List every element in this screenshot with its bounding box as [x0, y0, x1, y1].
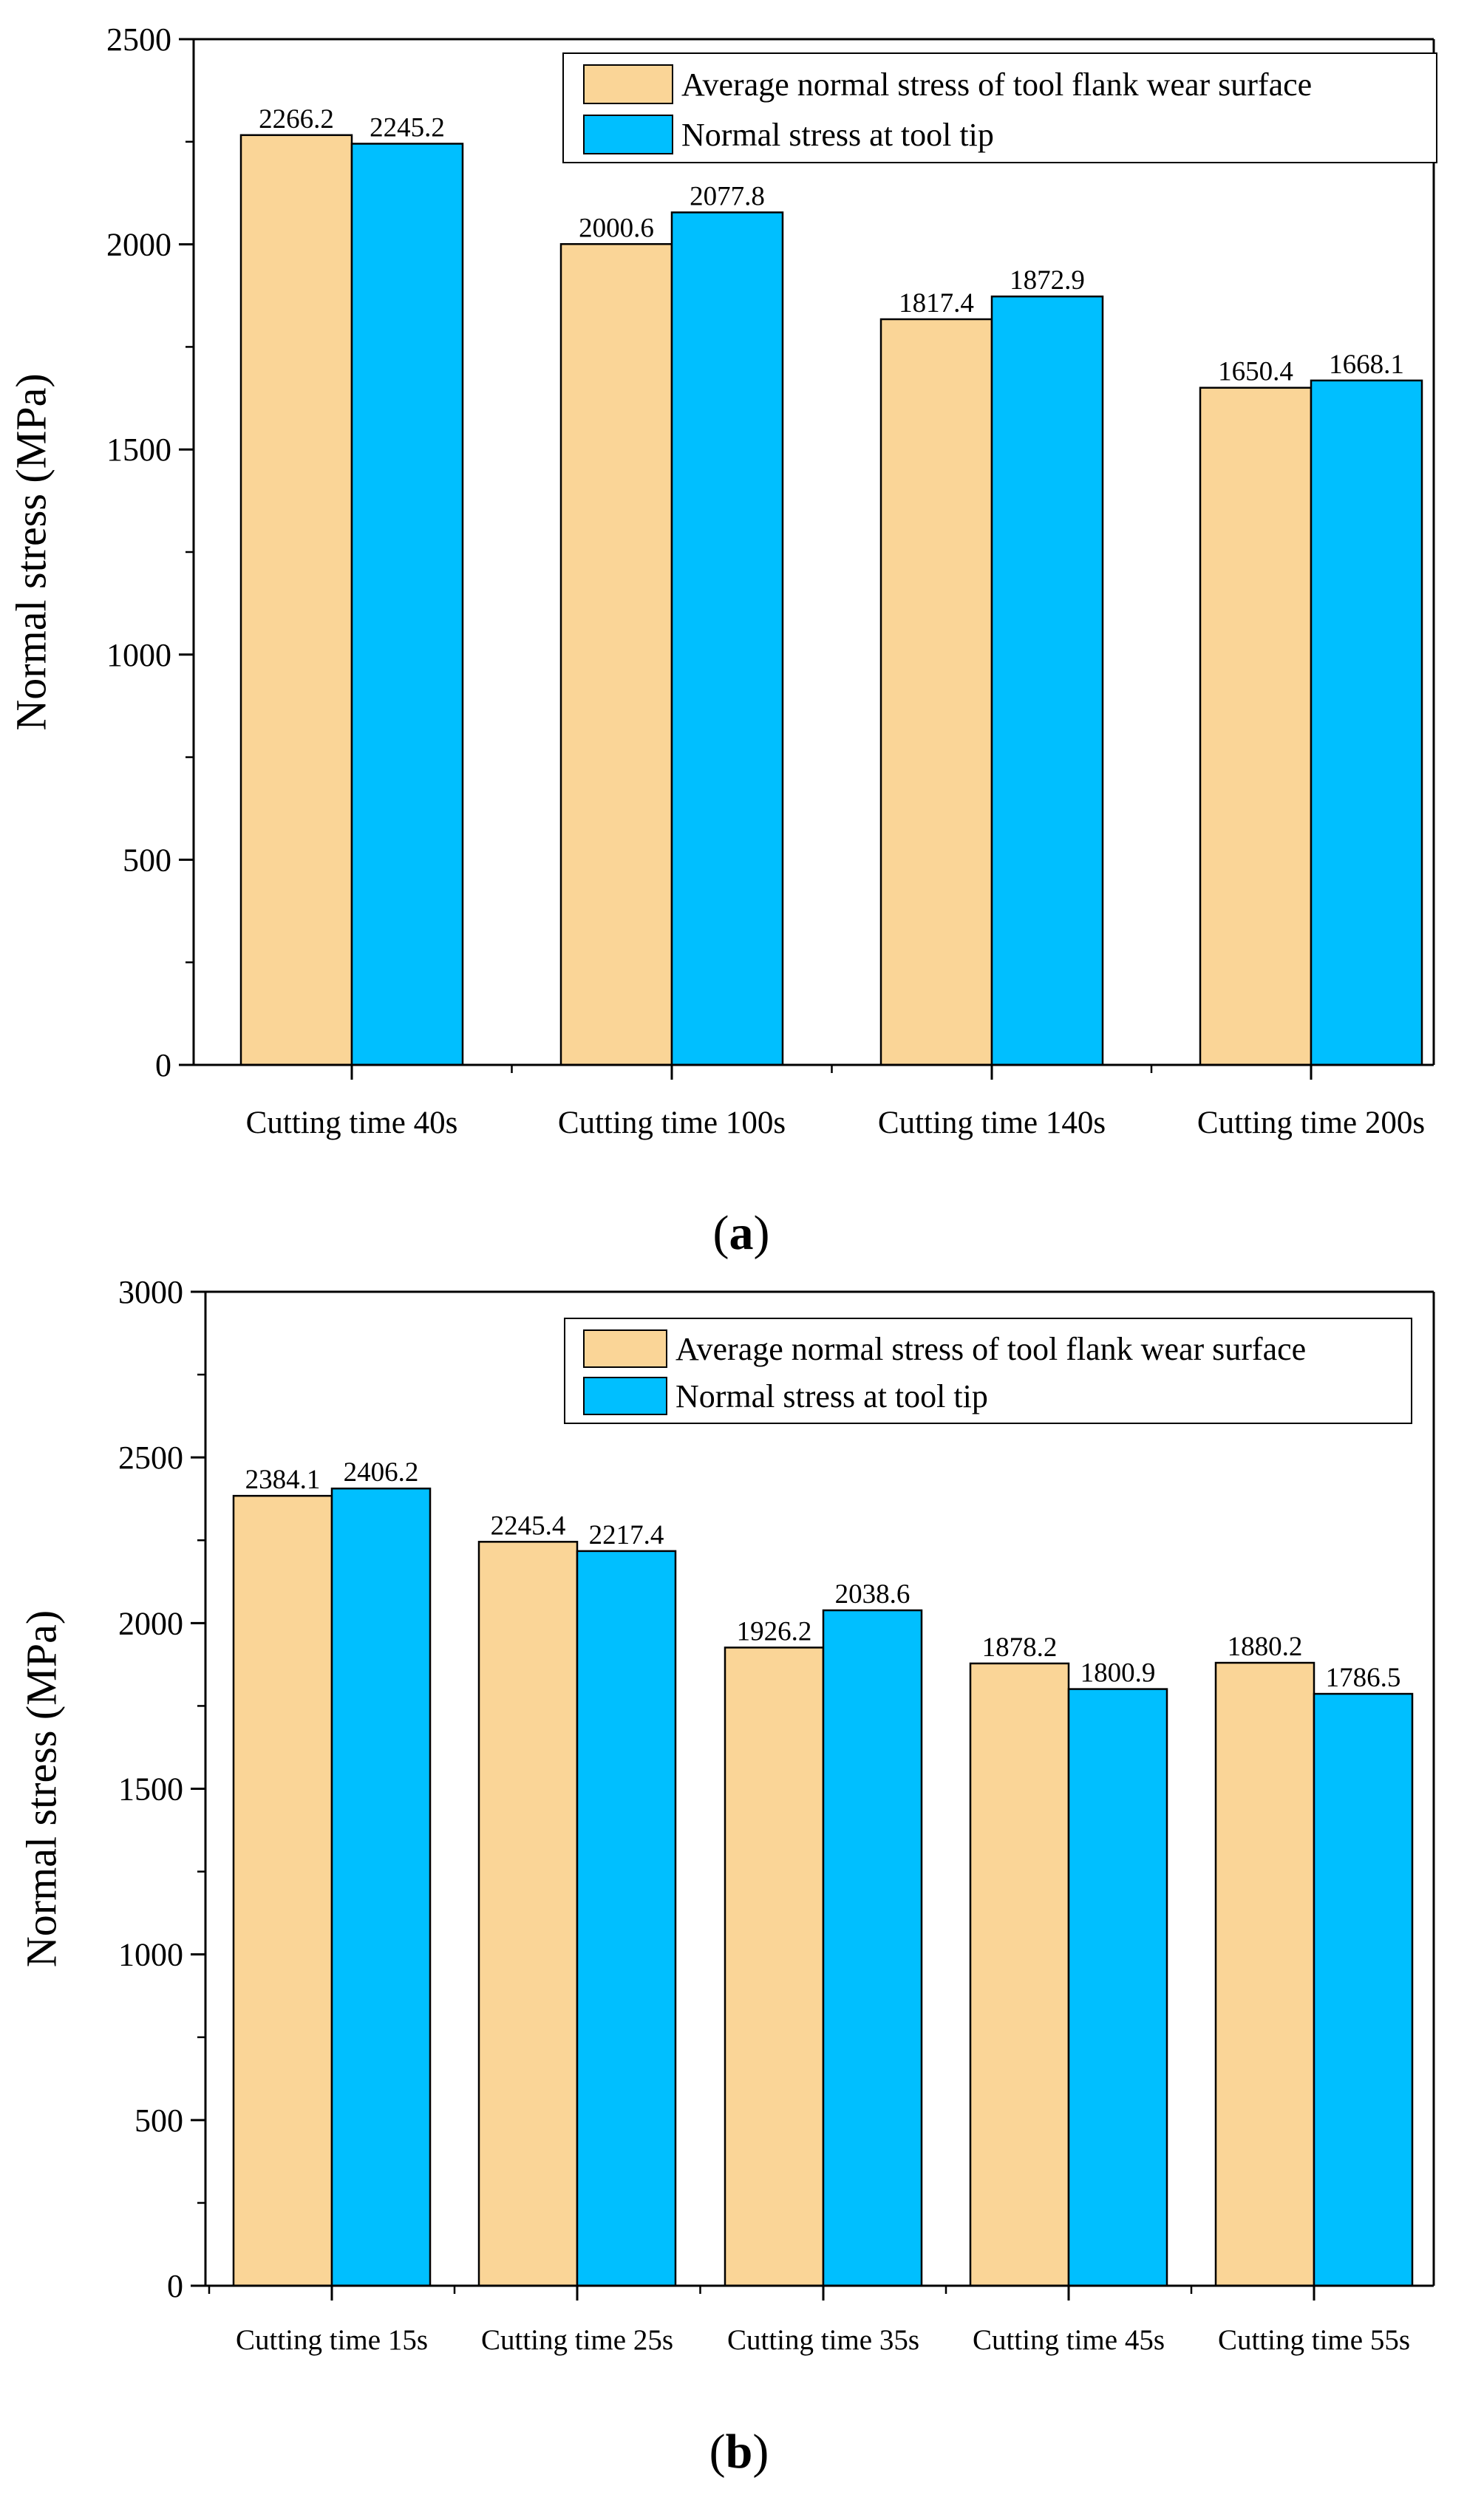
bar-tip-2: [990, 295, 1104, 1066]
bar-tip-0: [350, 143, 464, 1066]
bar-tip-1: [576, 1550, 677, 2287]
value-label-tip-3: 1800.9: [1080, 1658, 1156, 1689]
value-label-avg-2: 1926.2: [737, 1616, 812, 1646]
bar-avg-3: [1199, 386, 1313, 1066]
category-label-3: Cutting time 200s: [1197, 1106, 1425, 1140]
value-label-tip-0: 2406.2: [344, 1457, 419, 1488]
y-tick-label-3: 1500: [106, 432, 171, 468]
legend-swatch-avg: [583, 1329, 667, 1368]
bar-tip-3: [1067, 1688, 1168, 2287]
category-label-1: Cutting time 25s: [481, 2324, 673, 2356]
value-label-tip-0: 2245.2: [370, 112, 445, 143]
category-label-3: Cutting time 45s: [973, 2324, 1165, 2356]
bar-avg-0: [232, 1494, 333, 2287]
bar-avg-2: [879, 318, 993, 1066]
legend-label-tip: Normal stress at tool tip: [675, 1378, 988, 1414]
y-tick-label-0: 0: [167, 2268, 183, 2304]
y-tick-label-4: 2000: [106, 227, 171, 263]
value-label-avg-1: 2245.4: [491, 1511, 566, 1541]
legend-label-avg: Average normal stress of tool flank wear…: [681, 67, 1312, 103]
bar-avg-2: [724, 1646, 825, 2287]
y-tick-label-2: 1000: [106, 637, 171, 673]
value-label-avg-3: 1878.2: [982, 1632, 1058, 1663]
bar-avg-1: [559, 243, 673, 1066]
legend-swatch-tip: [583, 1377, 667, 1415]
value-label-tip-2: 2038.6: [835, 1579, 911, 1610]
y-tick-label-6: 3000: [118, 1274, 183, 1310]
chart-b: 2384.1 2406.2 Cutting time 15s 2245.4 2217.4…: [18, 1274, 1435, 2479]
y-tick-label-3: 1500: [118, 1771, 183, 1808]
legend: Average normal stress of tool flank wear…: [564, 1318, 1412, 1424]
value-label-tip-2: 1872.9: [1010, 265, 1085, 296]
bar-avg-4: [1214, 1661, 1315, 2287]
legend-box: [562, 52, 1437, 163]
y-tick-label-0: 0: [155, 1047, 171, 1083]
y-tick-label-4: 2000: [118, 1605, 183, 1641]
y-tick-label-1: 500: [123, 842, 171, 878]
chart-a: 2266.2 2245.2 Cutting time 40s 2000.6 2077.8…: [7, 21, 1437, 1260]
legend-label-tip: Normal stress at tool tip: [681, 117, 994, 153]
y-tick-label-1: 500: [135, 2102, 183, 2139]
value-label-avg-3: 1650.4: [1218, 357, 1293, 387]
legend-swatch-tip: [583, 115, 673, 154]
category-label-1: Cutting time 100s: [558, 1106, 786, 1140]
y-tick-label-5: 2500: [106, 21, 171, 58]
value-label-avg-0: 2266.2: [259, 104, 334, 134]
category-label-2: Cutting time 35s: [727, 2324, 919, 2356]
bar-tip-1: [670, 211, 784, 1066]
legend-swatch-avg: [583, 64, 673, 104]
panel-label: (b): [709, 2425, 769, 2479]
value-label-tip-3: 1668.1: [1329, 350, 1404, 380]
legend-box: [564, 1318, 1412, 1424]
value-label-avg-1: 2000.6: [579, 213, 654, 243]
bar-avg-3: [969, 1662, 1070, 2287]
value-label-tip-1: 2217.4: [589, 1520, 664, 1550]
category-label-2: Cutting time 140s: [878, 1106, 1106, 1140]
category-label-0: Cutting time 15s: [236, 2324, 428, 2356]
value-label-tip-4: 1786.5: [1326, 1663, 1401, 1693]
bar-tip-3: [1310, 379, 1423, 1066]
value-label-avg-0: 2384.1: [245, 1465, 321, 1495]
category-label-4: Cutting time 55s: [1218, 2324, 1410, 2356]
y-tick-label-5: 2500: [118, 1440, 183, 1476]
panel-label: (a): [713, 1206, 770, 1260]
value-label-tip-1: 2077.8: [690, 181, 765, 211]
legend: Average normal stress of tool flank wear…: [562, 52, 1437, 163]
bar-tip-4: [1313, 1692, 1414, 2287]
bar-avg-1: [477, 1541, 579, 2287]
y-tick-label-2: 1000: [118, 1937, 183, 1973]
value-label-avg-4: 1880.2: [1228, 1632, 1303, 1662]
bar-avg-0: [239, 134, 353, 1066]
value-label-avg-2: 1817.4: [899, 288, 974, 319]
category-label-0: Cutting time 40s: [246, 1106, 458, 1140]
y-axis-title: Normal stress (MPa): [7, 373, 55, 730]
bar-tip-0: [330, 1487, 432, 2287]
legend-label-avg: Average normal stress of tool flank wear…: [675, 1331, 1306, 1367]
y-axis-title: Normal stress (MPa): [18, 1610, 66, 1967]
bar-tip-2: [822, 1609, 923, 2287]
